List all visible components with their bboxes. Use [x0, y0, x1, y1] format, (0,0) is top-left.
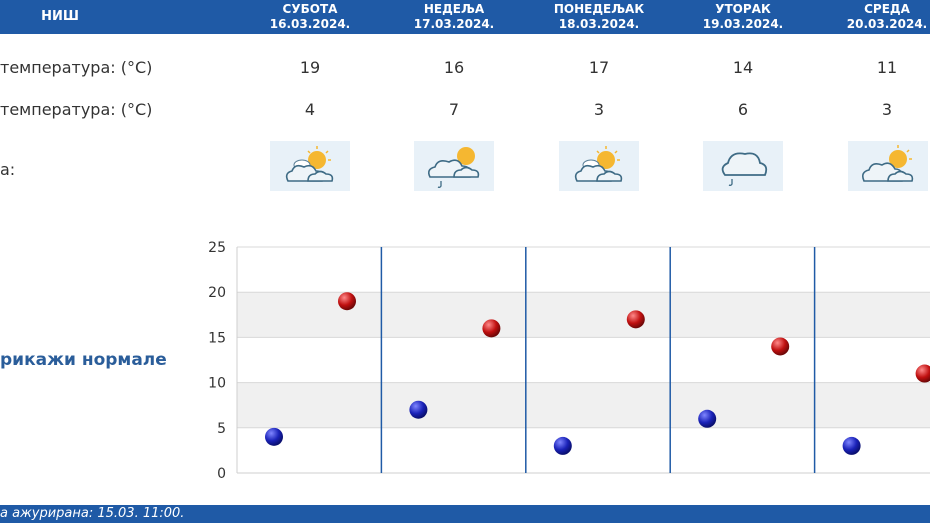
min-temp-point	[553, 436, 572, 455]
day-name: УТОРАК	[715, 2, 771, 16]
day-date: 20.03.2024.	[846, 17, 928, 31]
max-temp-day-5: 11	[876, 58, 898, 77]
day-name: СРЕДА	[864, 2, 910, 16]
day-date: 18.03.2024.	[558, 17, 640, 31]
y-tick-label: 25	[208, 240, 226, 256]
weather-label: а:	[0, 160, 16, 179]
day-header-2: НЕДЕЉА 17.03.2024.	[382, 2, 526, 32]
day-date: 19.03.2024.	[702, 17, 784, 31]
min-temp-day-3: 3	[593, 100, 605, 119]
min-temp-day-4: 6	[737, 100, 749, 119]
day-name: НЕДЕЉА	[423, 2, 485, 16]
min-temp-point	[842, 436, 861, 455]
y-tick-label: 0	[217, 466, 226, 482]
forecast-header: НИШ СУБОТА 16.03.2024. НЕДЕЉА 17.03.2024…	[0, 0, 930, 34]
y-tick-label: 5	[217, 421, 226, 437]
day-header-3: ПОНЕДЕЉАК 18.03.2024.	[527, 2, 671, 32]
max-temp-day-2: 16	[443, 58, 465, 77]
min-temp-point	[698, 409, 717, 428]
show-normals-link[interactable]: рикажи нормале	[0, 350, 167, 370]
max-temp-day-1: 19	[299, 58, 321, 77]
y-tick-label: 10	[208, 376, 226, 392]
city-name: НИШ	[41, 9, 79, 24]
min-temp-day-1: 4	[304, 100, 316, 119]
cloud-rain-icon	[703, 141, 783, 191]
max-temp-point	[626, 310, 645, 329]
max-temp-point	[482, 319, 501, 338]
day-header-1: СУБОТА 16.03.2024.	[238, 2, 382, 32]
day-date: 17.03.2024.	[413, 17, 495, 31]
sun-cloud-icon	[559, 141, 639, 191]
min-temp-day-2: 7	[448, 100, 460, 119]
day-header-4: УТОРАК 19.03.2024.	[671, 2, 815, 32]
sun-cloud-icon	[270, 141, 350, 191]
day-date: 16.03.2024.	[269, 17, 351, 31]
min-temp-day-5: 3	[881, 100, 893, 119]
min-temp-label: температура: (°C)	[0, 100, 153, 119]
sun-cloud-rain-icon	[414, 141, 494, 191]
max-temp-point	[771, 337, 790, 356]
grid-band	[237, 382, 930, 428]
last-updated-text: а ажурирана: 15.03. 11:00.	[0, 506, 185, 521]
y-tick-label: 20	[208, 285, 226, 301]
max-temp-day-3: 17	[588, 58, 610, 77]
y-tick-label: 15	[208, 330, 226, 346]
day-name: СУБОТА	[282, 2, 338, 16]
day-name: ПОНЕДЕЉАК	[553, 2, 645, 16]
update-footer: а ажурирана: 15.03. 11:00.	[0, 505, 930, 523]
min-temp-point	[409, 400, 428, 419]
sun-cloud-icon	[848, 141, 928, 191]
min-temp-point	[265, 427, 283, 446]
temperature-chart: 0 5 10 15 20 25	[208, 240, 930, 482]
max-temp-label: температура: (°C)	[0, 58, 153, 77]
max-temp-day-4: 14	[732, 58, 754, 77]
max-temp-point	[338, 292, 356, 311]
day-header-5: СРЕДА 20.03.2024.	[815, 2, 930, 32]
max-temp-point	[915, 364, 930, 383]
